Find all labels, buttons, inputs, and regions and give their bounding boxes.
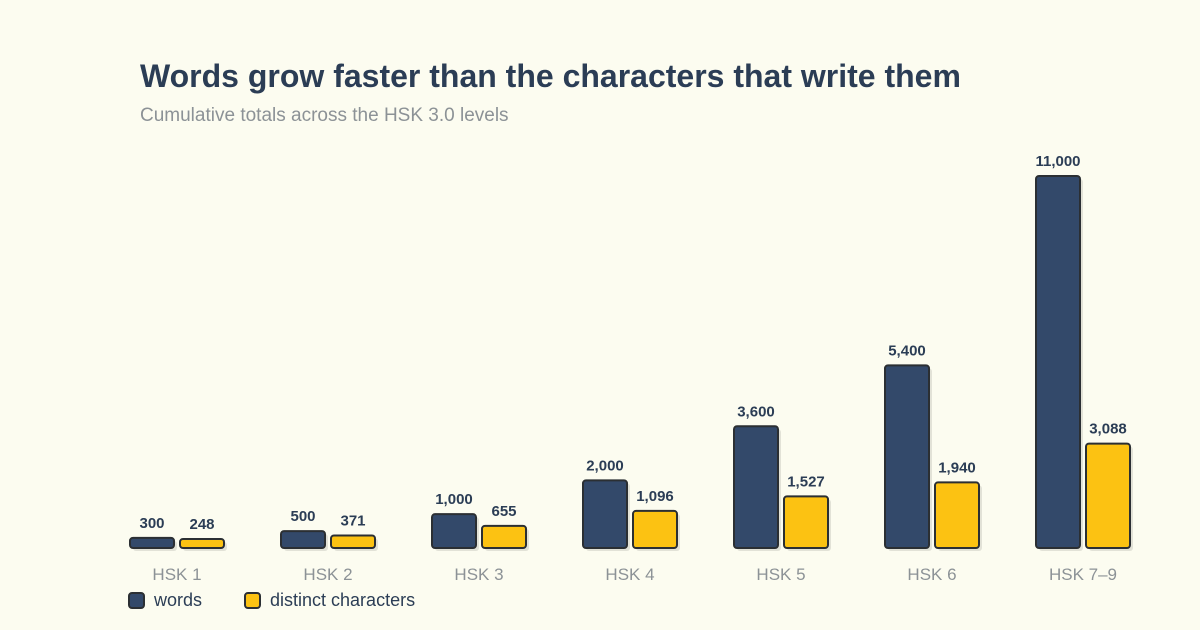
legend-swatch-words [128,592,145,609]
bar-characters-7 [1085,442,1131,549]
x-tick-label-2: HSK 2 [303,565,352,584]
bar-words-6 [884,364,930,549]
x-tick-label-6: HSK 6 [907,565,956,584]
legend-item-characters: distinct characters [244,590,415,611]
data-label-words-5: 3,600 [737,403,775,420]
data-label-words-2: 500 [290,508,315,525]
bar-characters-3 [481,524,527,550]
bar-words-4 [582,479,628,550]
bar-words-5 [733,425,779,549]
x-tick-label-1: HSK 1 [152,565,201,584]
bar-characters-1 [179,538,225,549]
data-label-characters-5: 1,527 [787,473,825,490]
chart-title: Words grow faster than the characters th… [140,58,961,94]
data-label-words-1: 300 [139,515,164,532]
bar-characters-2 [330,534,376,549]
data-label-words-7: 11,000 [1035,153,1080,170]
data-label-characters-3: 655 [491,503,516,520]
bar-words-7 [1035,175,1081,549]
data-label-characters-6: 1,940 [938,459,976,476]
x-tick-label-7: HSK 7–9 [1049,565,1117,584]
legend: words distinct characters [128,590,457,611]
bar-characters-6 [934,481,980,549]
legend-label-words: words [154,590,203,610]
bar-words-2 [280,530,326,549]
chart-subtitle: Cumulative totals across the HSK 3.0 lev… [140,105,509,126]
data-label-words-3: 1,000 [435,491,473,508]
x-tick-label-4: HSK 4 [605,565,654,584]
bar-characters-4 [632,509,678,549]
legend-swatch-characters [244,592,262,609]
data-label-words-6: 5,400 [888,342,926,359]
x-tick-label-5: HSK 5 [756,565,805,584]
data-label-characters-2: 371 [340,512,365,529]
data-label-words-4: 2,000 [586,457,624,474]
bar-words-3 [431,513,477,550]
data-label-characters-7: 3,088 [1089,421,1127,438]
data-label-characters-1: 248 [189,516,214,533]
bar-characters-5 [783,495,829,550]
x-tick-label-3: HSK 3 [454,565,503,584]
bar-words-1 [129,536,175,550]
data-label-characters-4: 1,096 [636,488,674,505]
legend-label-characters: distinct characters [270,590,416,610]
legend-item-words: words [128,590,202,611]
